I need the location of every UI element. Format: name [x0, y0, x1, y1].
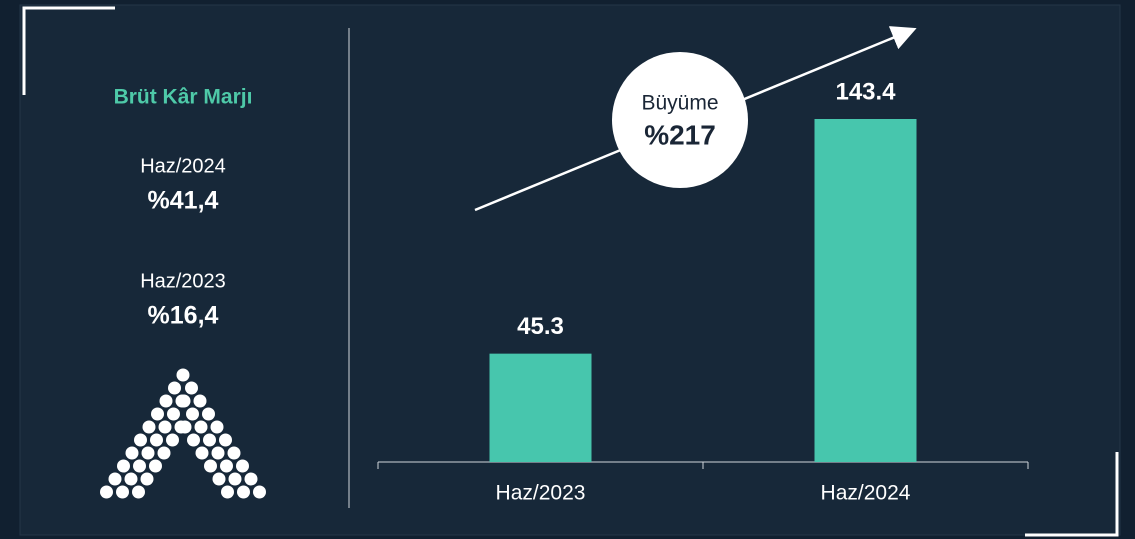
- item-value: %41,4: [148, 187, 219, 215]
- dot: [253, 485, 266, 499]
- dot: [193, 394, 207, 408]
- dot: [185, 381, 198, 395]
- dot: [140, 472, 154, 486]
- dot: [133, 459, 146, 473]
- panel-title: Brüt Kâr Marjı: [114, 86, 253, 109]
- dot: [219, 433, 232, 447]
- dot: [124, 472, 138, 486]
- dot: [125, 446, 139, 460]
- dot: [194, 420, 208, 434]
- data-label: 143.4: [835, 78, 896, 105]
- badge-value: %217: [644, 119, 716, 150]
- item-value: %16,4: [148, 302, 219, 330]
- dot: [187, 433, 200, 447]
- item-label: Haz/2024: [140, 155, 226, 177]
- dot: [236, 459, 249, 473]
- dot: [159, 394, 173, 408]
- logo-dots: [100, 368, 266, 499]
- dot: [168, 381, 181, 395]
- dot: [221, 485, 234, 499]
- dot: [195, 446, 209, 460]
- dot: [117, 459, 130, 473]
- dot: [157, 446, 171, 460]
- dot: [150, 433, 163, 447]
- dot: [204, 459, 217, 473]
- corner-bracket: [22, 6, 115, 95]
- dot: [116, 485, 129, 499]
- dot: [141, 446, 155, 460]
- dot: [212, 472, 226, 486]
- dot: [210, 420, 224, 434]
- growth-badge: [612, 52, 748, 188]
- dot: [158, 420, 172, 434]
- dot: [220, 459, 233, 473]
- dot: [166, 433, 179, 447]
- dot: [149, 459, 162, 473]
- dot: [151, 407, 164, 421]
- dot: [108, 472, 122, 486]
- bar: [814, 119, 917, 462]
- x-tick-label: Haz/2024: [821, 482, 911, 505]
- dot: [186, 407, 199, 421]
- dot: [177, 394, 191, 408]
- dot: [228, 472, 242, 486]
- dot: [176, 368, 190, 382]
- dot: [244, 472, 258, 486]
- dot: [100, 485, 113, 499]
- dot: [178, 420, 192, 434]
- dot: [167, 407, 180, 421]
- dot: [227, 446, 241, 460]
- dot: [134, 433, 147, 447]
- dot: [202, 407, 215, 421]
- dot: [142, 420, 156, 434]
- x-tick-label: Haz/2023: [496, 482, 586, 505]
- dot: [203, 433, 216, 447]
- corner-bracket: [1025, 452, 1119, 537]
- dot: [237, 485, 250, 499]
- dot: [211, 446, 225, 460]
- item-label: Haz/2023: [140, 270, 226, 292]
- bar: [489, 353, 592, 462]
- data-label: 45.3: [517, 313, 564, 340]
- dot: [132, 485, 145, 499]
- badge-title: Büyüme: [641, 92, 718, 115]
